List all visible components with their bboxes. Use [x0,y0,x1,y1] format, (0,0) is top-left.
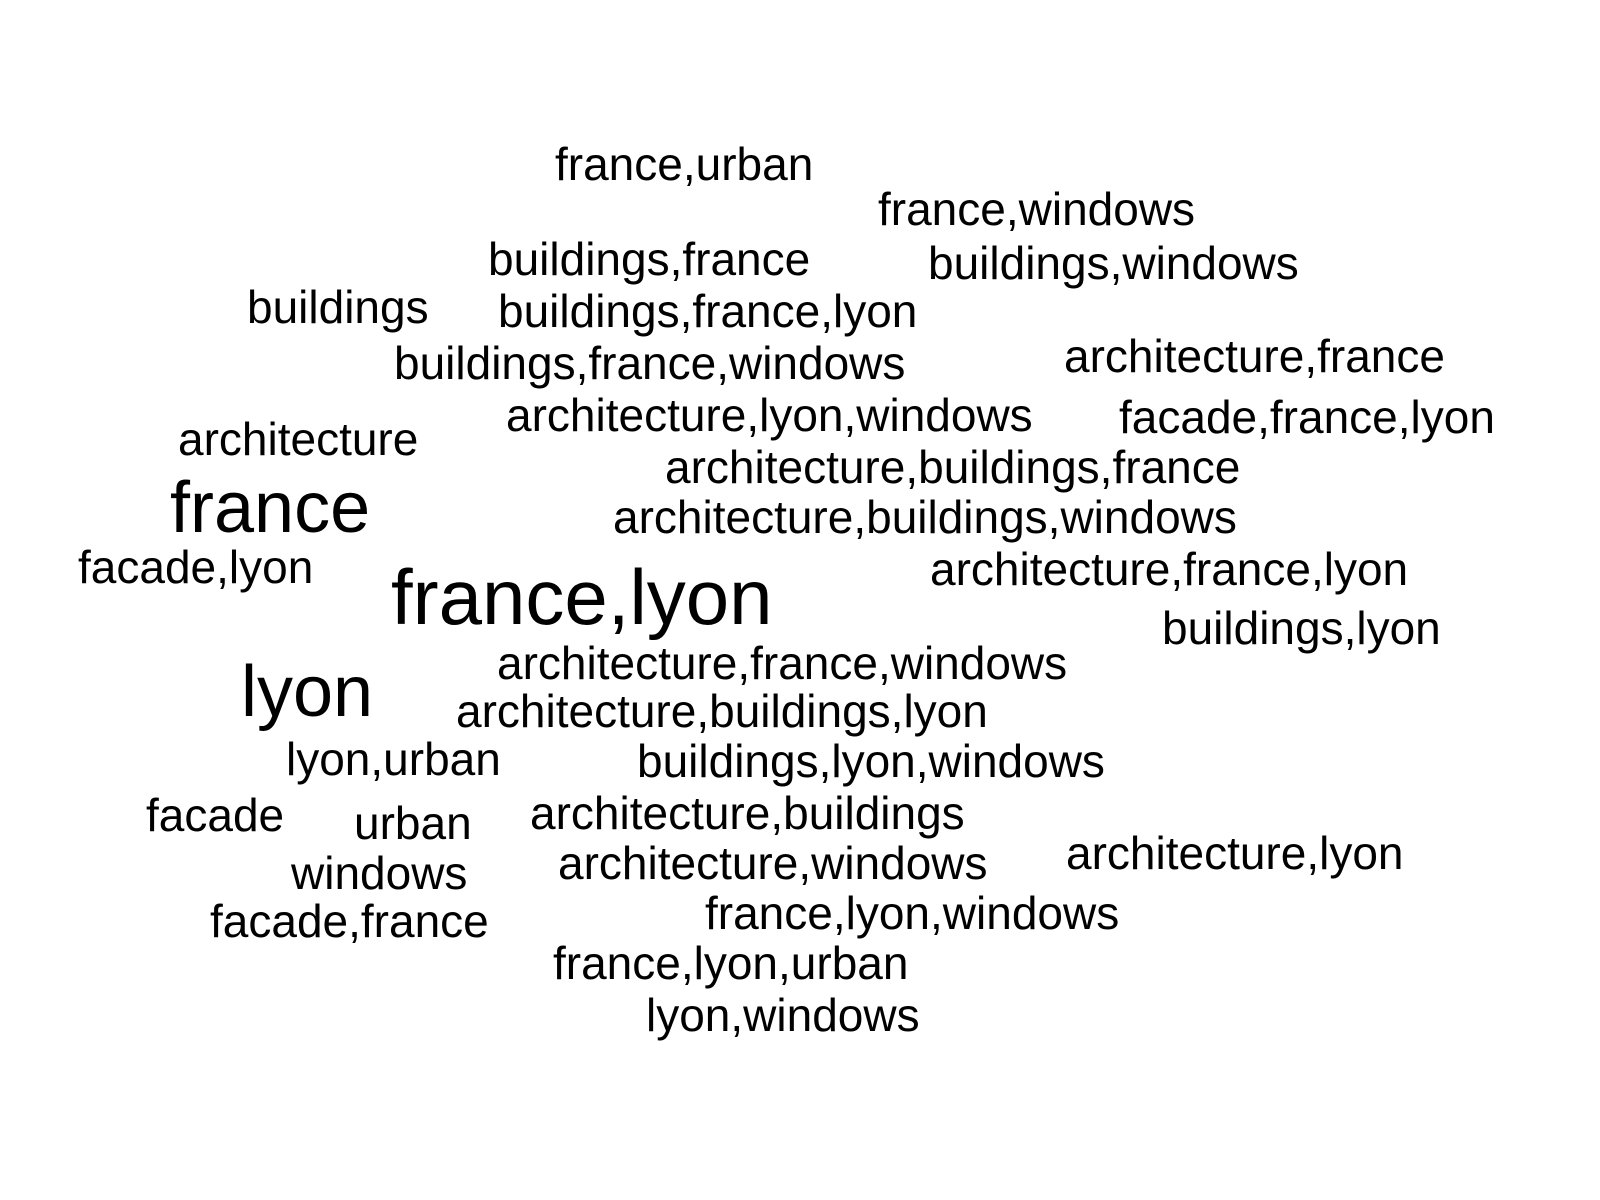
word-architecture-buildings: architecture,buildings [530,787,965,839]
word-architecture-france: architecture,france [1064,330,1445,382]
word-facade-france: facade,france [210,895,489,947]
word-buildings-windows: buildings,windows [928,237,1299,289]
word-lyon-windows: lyon,windows [646,989,920,1041]
word-france-lyon: france,lyon [391,553,773,641]
word-architecture-france-windows: architecture,france,windows [497,637,1068,689]
word-architecture: architecture [178,413,419,465]
word-lyon: lyon [241,652,374,732]
word-architecture-lyon: architecture,lyon [1066,827,1404,879]
word-buildings-lyon-windows: buildings,lyon,windows [637,735,1105,787]
word-france-urban: france,urban [555,138,814,190]
word-france: france [170,468,371,548]
word-buildings-france: buildings,france [488,233,811,285]
word-urban: urban [354,797,472,849]
word-architecture-buildings-france: architecture,buildings,france [665,441,1241,493]
word-architecture-windows: architecture,windows [558,837,988,889]
word-architecture-france-lyon: architecture,france,lyon [930,543,1409,595]
word-buildings-france-windows: buildings,france,windows [394,337,906,389]
word-france-windows: france,windows [878,183,1196,235]
word-facade-lyon: facade,lyon [78,541,314,593]
word-architecture-buildings-lyon: architecture,buildings,lyon [456,685,988,737]
word-buildings: buildings [247,281,429,333]
word-facade: facade [146,789,285,841]
word-architecture-buildings-windows: architecture,buildings,windows [613,491,1237,543]
word-facade-france-lyon: facade,france,lyon [1119,391,1495,443]
word-architecture-lyon-windows: architecture,lyon,windows [506,389,1033,441]
word-buildings-france-lyon: buildings,france,lyon [498,285,918,337]
word-buildings-lyon: buildings,lyon [1162,602,1441,654]
word-france-lyon-windows: france,lyon,windows [705,887,1120,939]
word-windows: windows [291,847,468,899]
word-lyon-urban: lyon,urban [286,733,501,785]
word-france-lyon-urban: france,lyon,urban [553,937,909,989]
